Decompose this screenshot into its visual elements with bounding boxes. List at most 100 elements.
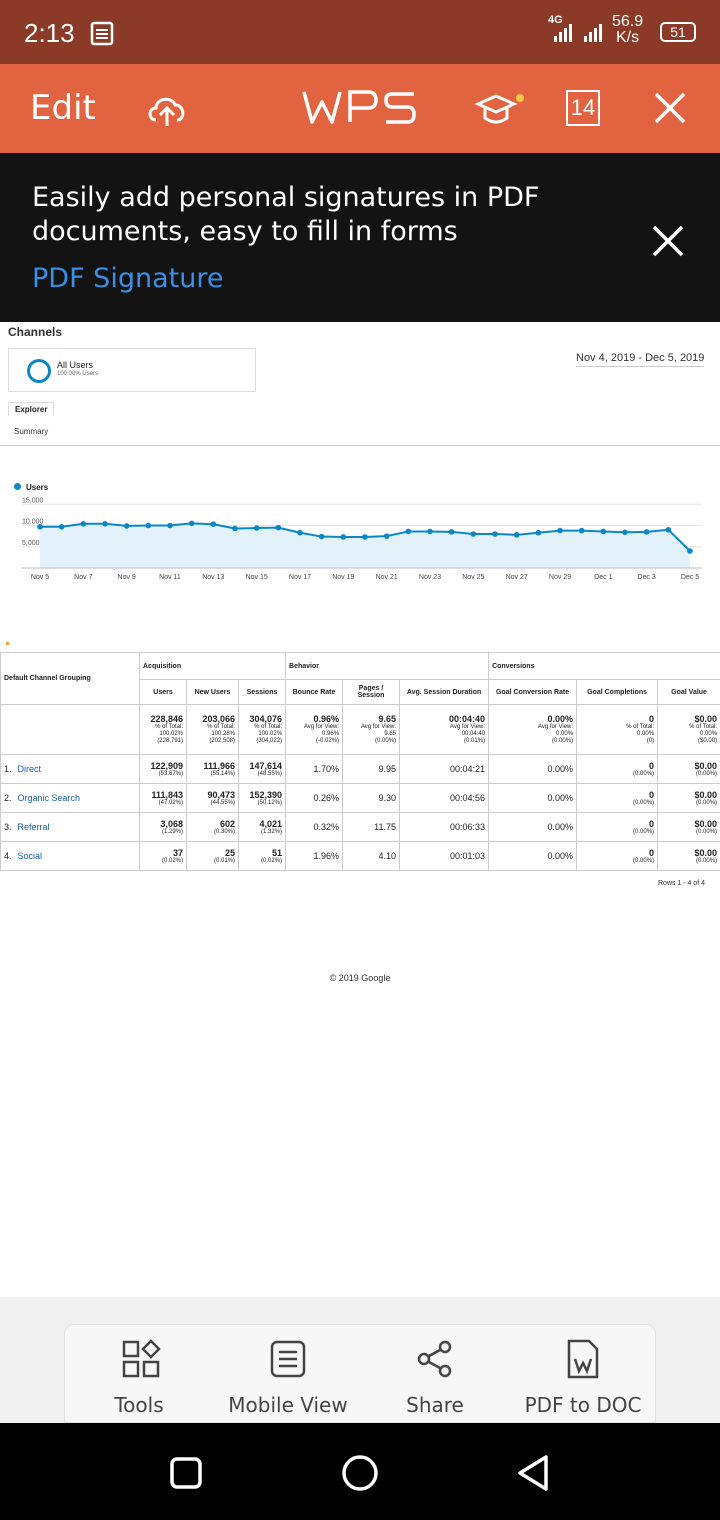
data-point — [297, 529, 303, 536]
data-point — [492, 531, 498, 537]
mobile-view-icon — [270, 1340, 306, 1378]
rows-info: Rows 1 - 4 of 4 — [658, 880, 706, 887]
data-point — [470, 531, 477, 537]
x-tick-label: Nov 15 — [246, 574, 268, 581]
segment-name: All Users — [57, 360, 94, 370]
data-point — [253, 525, 260, 531]
app-toolbar: Edit 14 — [0, 64, 720, 153]
bounce-rate-cell: 0.32% — [285, 812, 344, 842]
data-point — [362, 534, 368, 540]
goal-completions-cell: 0 (0.00%) — [576, 783, 659, 813]
status-time: 2:13 — [24, 18, 75, 48]
recent-apps-icon[interactable] — [166, 1453, 206, 1493]
tab-explorer: Explorer — [8, 402, 55, 416]
x-tick-label: Nov 27 — [506, 574, 528, 581]
total-cell: 203,066% of Total: 100.28% (202,508) — [186, 704, 239, 755]
pages-per-session-cell: 4.10 — [342, 841, 401, 871]
channel-cell: 4. Social — [0, 841, 140, 871]
conversion-rate-cell: 0.00% — [488, 812, 578, 842]
tools-button[interactable]: Tools — [79, 1325, 199, 1424]
pdf-signature-link[interactable]: PDF Signature — [32, 263, 224, 294]
channel-cell: 1. Direct — [0, 754, 140, 784]
channel-link[interactable]: Social — [17, 851, 43, 861]
share-icon — [417, 1340, 452, 1378]
avg-duration-cell: 00:06:33 — [399, 812, 490, 842]
speed-unit: K/s — [616, 29, 640, 46]
column-header-row: Users New Users Sessions Bounce Rate Pages /… — [1, 679, 720, 705]
x-tick-label: Nov 23 — [419, 574, 441, 581]
goal-completions-cell: 0 (0.00%) — [576, 812, 659, 842]
pages-per-session-cell: 9.95 — [342, 754, 401, 784]
share-button[interactable]: Share — [375, 1325, 495, 1424]
banner-text: Easily add personal signatures in PDF do… — [32, 182, 540, 247]
y-tick-label: 10,000 — [22, 519, 44, 526]
total-cell: 9.65 Avg for View: 9.65 (0.00%) — [342, 704, 401, 755]
segment-box: All Users 100.00% Users — [8, 348, 256, 392]
x-tick-label: Nov 5 — [31, 574, 49, 581]
data-point — [513, 532, 520, 538]
mobile-view-button[interactable]: Mobile View — [215, 1325, 361, 1424]
cloud-upload-icon[interactable] — [146, 90, 188, 130]
pdf-to-doc-button[interactable]: PDF to DOC — [511, 1325, 655, 1424]
home-icon[interactable] — [340, 1453, 380, 1493]
x-tick-label: Nov 17 — [289, 574, 311, 581]
data-point — [340, 534, 347, 540]
speed-value: 56.9 — [612, 13, 644, 30]
sessions-cell: 4,021 (1.32%) — [237, 812, 287, 842]
page-count-button[interactable]: 14 — [566, 90, 600, 126]
report-title: Channels — [8, 325, 63, 339]
column-header: Avg. Session Duration — [399, 679, 490, 705]
navigation-bar — [0, 1423, 720, 1520]
goal-value-cell: $0.00 (0.00%) — [657, 812, 720, 842]
data-point — [167, 522, 173, 529]
column-header: Users — [139, 679, 187, 705]
data-point — [318, 533, 325, 540]
totals-row: 228,846% of Total: 100.02% (228,791) 203,06… — [0, 704, 720, 755]
back-icon[interactable] — [514, 1453, 554, 1493]
close-banner-icon[interactable] — [650, 223, 686, 259]
edit-button[interactable]: Edit — [30, 88, 96, 128]
channel-link[interactable]: Organic Search — [17, 793, 81, 803]
column-header: Goal Completions — [576, 679, 659, 705]
x-tick-label: Nov 19 — [332, 574, 354, 581]
channel-link[interactable]: Direct — [17, 764, 42, 774]
x-tick-label: Dec 3 — [638, 574, 656, 581]
data-point — [102, 521, 108, 527]
clipboard-icon — [90, 21, 114, 46]
data-point — [687, 548, 693, 554]
battery-icon: 51 — [660, 22, 696, 42]
column-header: Sessions — [237, 679, 287, 705]
goal-value-cell: $0.00 (0.00%) — [657, 754, 720, 784]
goal-completions-cell: 0 (0.00%) — [576, 754, 659, 784]
group-acquisition: Acquisition — [138, 652, 287, 680]
tools-icon — [122, 1339, 161, 1378]
table-row: 4. Social 37 (0.02%) 25 (0.01%) 51 (0.02%) 1.96%… — [0, 841, 720, 871]
conversion-rate-cell: 0.00% — [488, 783, 578, 813]
bounce-rate-cell: 1.96% — [285, 841, 344, 871]
divider — [0, 445, 720, 446]
data-point — [383, 533, 390, 539]
totals-label — [0, 704, 140, 755]
data-point — [448, 529, 455, 535]
x-tick-label: Dec 5 — [681, 574, 699, 581]
data-point — [535, 529, 542, 536]
graduation-cap-icon[interactable] — [474, 90, 526, 130]
x-tick-label: Nov 11 — [159, 574, 181, 581]
channel-link[interactable]: Referral — [17, 822, 50, 832]
segment-ring-icon — [27, 359, 51, 383]
pdf-to-doc-label: PDF to DOC — [524, 1393, 642, 1417]
x-tick-label: Nov 13 — [202, 574, 224, 581]
new-users-cell: 111,966 (55.14%) — [186, 754, 239, 784]
users-cell: 3,068 (1.29%) — [139, 812, 187, 842]
x-tick-label: Nov 21 — [376, 574, 398, 581]
close-icon[interactable] — [652, 90, 688, 126]
column-header: Goal Conversion Rate — [488, 679, 578, 705]
network-type: 4G — [548, 14, 563, 26]
share-label: Share — [406, 1393, 464, 1417]
date-range: Nov 4, 2019 - Dec 5, 2019 — [576, 352, 705, 367]
pdf-document[interactable]: Channels All Users 100.00% Users Nov 4, … — [0, 322, 720, 1297]
sessions-cell: 147,614 (48.55%) — [237, 754, 287, 784]
pdf-to-doc-icon — [567, 1339, 599, 1379]
segment-percent: 100.00% Users — [57, 371, 99, 377]
avg-duration-cell: 00:04:56 — [399, 783, 490, 813]
